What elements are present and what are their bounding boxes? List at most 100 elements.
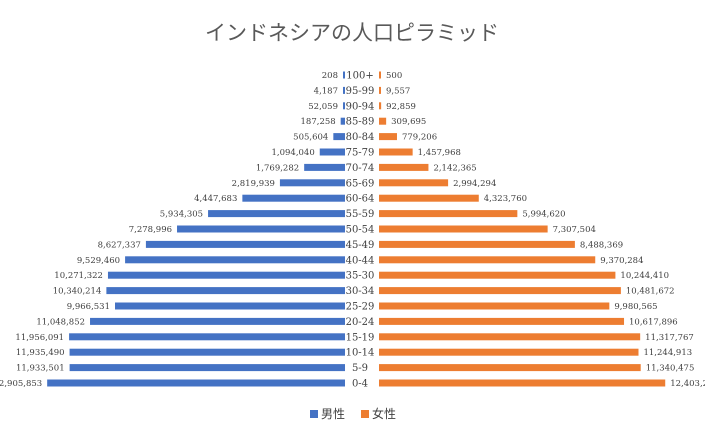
male-value-label-90-94: 52,059 [308, 102, 338, 112]
legend-swatch-female [361, 410, 369, 418]
male-bar-60-64 [242, 194, 345, 202]
male-value-label-5-9: 11,933,501 [16, 364, 65, 374]
female-bar-35-30 [379, 271, 616, 279]
female-value-label-35-30: 10,244,410 [620, 271, 669, 281]
male-bar-95-99 [343, 86, 345, 94]
age-label-75-79: 75-79 [346, 148, 375, 159]
female-value-label-55-59: 5,994,620 [522, 210, 565, 220]
age-label-80-84: 80-84 [346, 132, 375, 143]
male-bar-50-54 [177, 225, 345, 233]
female-bar-90-94 [379, 102, 382, 110]
female-value-label-60-64: 4,323,760 [484, 194, 527, 204]
male-value-label-15-19: 11,956,091 [15, 333, 64, 343]
age-label-95-99: 95-99 [346, 86, 375, 97]
male-value-label-95-99: 4,187 [314, 86, 338, 96]
female-bar-100+ [379, 71, 381, 79]
male-value-label-10-14: 11,935,490 [16, 348, 65, 358]
female-bar-50-54 [379, 225, 548, 233]
female-bar-40-44 [379, 256, 596, 264]
male-bar-45-49 [145, 240, 345, 248]
legend: 男性 女性 [310, 406, 396, 421]
male-value-label-20-24: 11,048,852 [36, 317, 85, 327]
female-value-label-65-69: 2,994,294 [453, 179, 496, 189]
male-bar-75-79 [319, 148, 345, 156]
male-value-label-65-69: 2,819,939 [232, 179, 275, 189]
female-bar-25-29 [379, 302, 610, 310]
legend-label-female: 女性 [372, 406, 396, 421]
female-bar-20-24 [379, 317, 625, 325]
female-bar-5-9 [379, 364, 641, 372]
male-value-label-60-64: 4,447,683 [194, 194, 237, 204]
male-value-label-50-54: 7,278,996 [129, 225, 172, 235]
female-value-label-80-84: 779,206 [402, 133, 437, 143]
female-bar-85-89 [379, 117, 387, 125]
male-bar-100+ [343, 71, 345, 79]
male-bar-25-29 [115, 302, 345, 310]
male-bar-65-69 [279, 179, 345, 187]
age-label-70-74: 70-74 [346, 163, 375, 174]
age-label-0-4: 0-4 [352, 379, 368, 390]
age-label-25-29: 25-29 [346, 302, 375, 313]
legend-swatch-male [310, 410, 318, 418]
male-value-label-85-89: 187,258 [301, 117, 336, 127]
male-value-label-55-59: 5,934,305 [160, 210, 203, 220]
legend-label-male: 男性 [321, 407, 345, 421]
male-value-label-25-29: 9,966,531 [67, 302, 110, 312]
female-value-label-90-94: 92,859 [386, 102, 416, 112]
age-label-20-24: 20-24 [346, 317, 375, 328]
female-value-label-50-54: 7,307,504 [553, 225, 596, 235]
female-value-label-85-89: 309,695 [391, 117, 426, 127]
age-label-5-9: 5-9 [352, 363, 368, 374]
female-value-label-100+: 500 [386, 71, 402, 81]
female-value-label-10-14: 11,244,913 [643, 348, 692, 358]
male-value-label-40-44: 9,529,460 [77, 256, 120, 266]
age-label-50-54: 50-54 [346, 225, 375, 236]
age-label-35-30: 35-30 [346, 271, 375, 282]
female-value-label-25-29: 9,980,565 [614, 302, 657, 312]
chart-title: インドネシアの人口ピラミッド [205, 21, 499, 45]
male-value-label-70-74: 1,769,282 [256, 163, 299, 173]
age-label-85-89: 85-89 [346, 117, 375, 128]
male-value-label-80-84: 505,604 [293, 133, 328, 143]
male-value-label-100+: 208 [322, 71, 338, 81]
male-bar-20-24 [90, 317, 345, 325]
age-label-55-59: 55-59 [346, 209, 375, 220]
female-bar-15-19 [379, 333, 641, 341]
age-label-65-69: 65-69 [346, 178, 375, 189]
female-value-label-95-99: 9,557 [386, 86, 410, 96]
male-bar-5-9 [69, 364, 346, 372]
female-bar-65-69 [379, 179, 449, 187]
male-value-label-75-79: 1,094,040 [271, 148, 314, 158]
age-label-90-94: 90-94 [346, 101, 375, 112]
male-value-label-30-34: 10,340,214 [53, 287, 102, 297]
male-value-label-0-4: 12,905,853 [0, 379, 42, 389]
age-label-45-49: 45-49 [346, 240, 375, 251]
female-bar-0-4 [379, 379, 666, 387]
female-bar-10-14 [379, 348, 639, 356]
female-value-label-75-79: 1,457,968 [418, 148, 461, 158]
female-value-label-20-24: 10,617,896 [629, 317, 678, 327]
female-bar-30-34 [379, 287, 621, 295]
age-label-100+: 100+ [346, 71, 373, 82]
female-bar-70-74 [379, 163, 429, 171]
male-bar-35-30 [107, 271, 346, 279]
female-value-label-40-44: 9,370,284 [600, 256, 643, 266]
male-bar-40-44 [125, 256, 345, 264]
age-label-30-34: 30-34 [346, 286, 375, 297]
female-value-label-15-19: 11,317,767 [645, 333, 694, 343]
male-bar-0-4 [47, 379, 346, 387]
bars-layer [47, 71, 666, 387]
female-value-label-45-49: 8,488,369 [580, 240, 623, 250]
female-bar-60-64 [379, 194, 479, 202]
female-bar-75-79 [379, 148, 413, 156]
male-value-label-35-30: 10,271,322 [54, 271, 103, 281]
male-bar-55-59 [208, 210, 345, 218]
male-bar-10-14 [69, 348, 345, 356]
female-bar-55-59 [379, 210, 518, 218]
age-label-40-44: 40-44 [346, 255, 375, 266]
female-value-label-0-4: 12,403,255 [670, 379, 705, 389]
female-value-label-5-9: 11,340,475 [646, 364, 695, 374]
age-label-60-64: 60-64 [346, 194, 375, 205]
